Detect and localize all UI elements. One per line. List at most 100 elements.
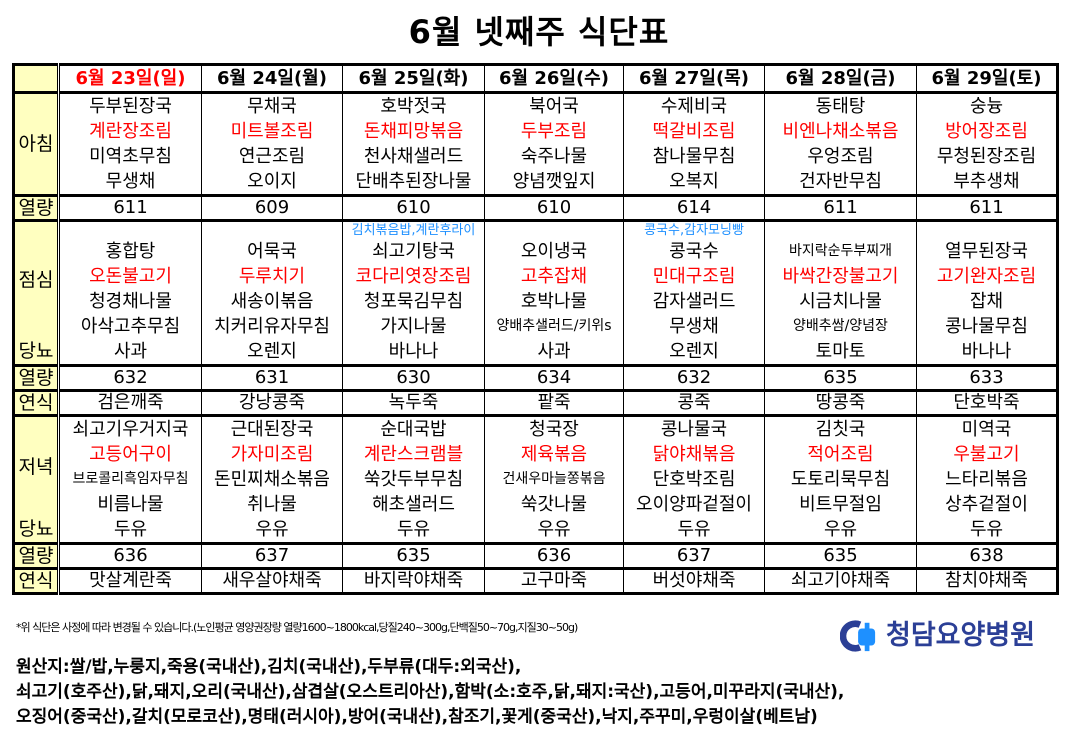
lunch-kcal-cell: 631 — [201, 364, 343, 391]
origin-line: 원산지:쌀/밥,누룽지,죽용(국내산),김치(국내산),두부류(대두:외국산), — [16, 657, 522, 677]
lunch-soft-value: 검은깨죽 — [97, 392, 164, 414]
menu-item: 감자샐러드 — [652, 291, 736, 312]
dinner-soft-value: 고구마죽 — [520, 570, 588, 592]
date-header: 6월 24일(월) — [217, 67, 327, 89]
dinner-cell: 근대된장국 가자미조림 돈민찌채소볶음 취나물 우유 — [201, 414, 343, 544]
menu-item: 느타리볶음 — [945, 469, 1028, 490]
menu-item: 쇠고기탕국 — [372, 241, 455, 262]
dinner-kcal-label: 열량 — [13, 542, 60, 569]
lunch-soft-value: 강낭콩죽 — [238, 392, 306, 414]
hospital-logo: 청담요양병원 — [840, 619, 1035, 653]
breakfast-label-text: 아침 — [18, 132, 54, 155]
menu-item: 홍합탕 — [105, 241, 156, 262]
lunch-cell: 열무된장국 고기완자조림 잡채 콩나물무침 바나나 — [916, 219, 1058, 366]
dinner-soft-cell: 고구마죽 — [484, 567, 624, 594]
breakfast-cell: 수제비국 떡갈비조림 참나물무침 오복지 — [623, 91, 765, 196]
menu-item: 코다리엿장조림 — [355, 266, 472, 287]
dinner-cell: 미역국 우불고기 느타리볶음 상추겉절이 두유 — [916, 414, 1058, 544]
lunch-cell: 오이냉국 고추잡채 호박나물 양배추샐러드/키위s 사과 — [484, 219, 624, 366]
menu-item: 순대국밥 — [380, 419, 447, 440]
lunch-soft-cell: 단호박죽 — [916, 389, 1058, 416]
menu-item: 청포묵김무침 — [363, 291, 464, 312]
lunch-soft-label-text: 연식 — [18, 392, 54, 415]
date-header: 6월 28일(금) — [785, 67, 896, 89]
lunch-cell: 콩국수,감자모닝빵 콩국수 민대구조림 감자샐러드 무생채 오렌지 — [623, 219, 765, 366]
diabetes-label-text: 당뇨 — [18, 518, 54, 540]
menu-item: 단호박조림 — [652, 469, 736, 490]
menu-item: 가지나물 — [380, 316, 447, 337]
menu-item: 고기완자조림 — [936, 266, 1037, 287]
date-cell: 6월 27일(목) — [623, 64, 765, 93]
dinner-soft-cell: 맛살계란죽 — [58, 567, 202, 594]
menu-item: 비트무절임 — [799, 494, 882, 515]
menu-item: 청국장 — [529, 419, 579, 440]
dinner-soft-label: 연식 — [13, 567, 60, 594]
lunch-soft-cell: 땅콩죽 — [764, 389, 917, 416]
menu-item: 호박나물 — [520, 291, 588, 312]
menu-item: 두부조림 — [520, 121, 588, 142]
menu-item: 쑥갓나물 — [520, 494, 588, 515]
lunch-kcal-cell: 634 — [484, 364, 624, 391]
breakfast-kcal-cell: 611 — [58, 194, 202, 221]
page-title: 6월 넷째주 식단표 — [408, 13, 670, 51]
menu-item: 돈채피망볶음 — [363, 121, 464, 142]
menu-item: 바싹간장불고기 — [782, 266, 899, 287]
breakfast-kcal-value: 611 — [823, 197, 858, 219]
dinner-kcal-cell: 637 — [201, 542, 343, 569]
menu-item: 오이지 — [247, 171, 297, 192]
date-cell: 6월 23일(일) — [58, 64, 202, 93]
menu-item: 건새우마늘쫑볶음 — [502, 471, 606, 487]
breakfast-kcal-cell: 610 — [484, 194, 624, 221]
dinner-soft-cell: 버섯야채죽 — [623, 567, 765, 594]
breakfast-kcal-row: 열량 611 609 610 610 614 611 611 — [13, 194, 1058, 221]
date-header: 6월 29일(토) — [931, 67, 1042, 89]
dinner-cell: 순대국밥 계란스크램블 쑥갓두부무침 해초샐러드 두유 — [342, 414, 485, 544]
dinner-kcal-value: 636 — [113, 545, 148, 567]
lunch-kcal-cell: 633 — [916, 364, 1058, 391]
menu-item: 쇠고기우거지국 — [72, 419, 189, 440]
dinner-kcal-cell: 636 — [58, 542, 202, 569]
dinner-kcal-value: 637 — [676, 545, 712, 567]
disclaimer-note: *위 식단은 사정에 따라 변경될 수 있습니다.(노인평균 영양권장량 열량1… — [16, 621, 578, 634]
lunch-soft-row: 연식 검은깨죽 강낭콩죽 녹두죽 팥죽 콩죽 땅콩죽 단호박죽 — [13, 389, 1058, 416]
breakfast-cell: 두부된장국 계란장조림 미역초무침 무생채 — [58, 91, 202, 196]
dinner-kcal-cell: 635 — [764, 542, 917, 569]
dinner-kcal-value: 635 — [823, 545, 858, 567]
lunch-cell: 홍합탕 오돈불고기 청경채나물 아삭고추무침 사과 — [58, 219, 202, 366]
lunch-kcal-value: 631 — [254, 367, 290, 389]
dinner-kcal-cell: 636 — [484, 542, 624, 569]
menu-item: 바나나 — [388, 341, 439, 362]
menu-item: 사과 — [537, 341, 571, 362]
menu-item: 민대구조림 — [652, 266, 736, 287]
menu-item: 오이양파겉절이 — [636, 494, 752, 515]
dinner-soft-label-text: 연식 — [18, 570, 54, 593]
menu-item: 무생채 — [669, 316, 719, 337]
dinner-kcal-cell: 637 — [623, 542, 765, 569]
menu-item: 콩나물국 — [660, 419, 728, 440]
menu-item: 오렌지 — [247, 341, 297, 362]
breakfast-kcal-value: 614 — [676, 197, 712, 219]
menu-item: 두유 — [969, 519, 1004, 540]
date-cell: 6월 25일(화) — [342, 64, 485, 93]
menu-item: 비름나물 — [97, 494, 164, 515]
date-header: 6월 26일(수) — [499, 67, 609, 89]
menu-item: 미역초무침 — [89, 146, 172, 167]
breakfast-kcal-value: 610 — [396, 197, 431, 219]
lunch-soft-label: 연식 — [13, 389, 60, 416]
menu-item: 양배추샐러드/키위s — [496, 318, 612, 334]
menu-item: 김칫국 — [815, 419, 866, 440]
menu-item: 양배추쌈/양념장 — [793, 318, 888, 334]
dinner-kcal-value: 636 — [536, 545, 572, 567]
breakfast-kcal-cell: 611 — [916, 194, 1058, 221]
menu-item: 콩국수 — [669, 241, 719, 262]
menu-item: 두유 — [113, 519, 148, 540]
menu-item: 열무된장국 — [945, 241, 1028, 262]
menu-item: 바나나 — [961, 341, 1012, 362]
menu-item: 토마토 — [815, 341, 866, 362]
lunch-label-text: 점심 — [18, 269, 54, 291]
menu-item: 어묵국 — [247, 241, 297, 262]
breakfast-kcal-value: 611 — [113, 197, 148, 219]
special-menu: 김치볶음밥,계란후라이 — [351, 223, 476, 239]
breakfast-kcal-value: 611 — [969, 197, 1004, 219]
special-menu: 콩국수,감자모닝빵 — [644, 223, 744, 239]
